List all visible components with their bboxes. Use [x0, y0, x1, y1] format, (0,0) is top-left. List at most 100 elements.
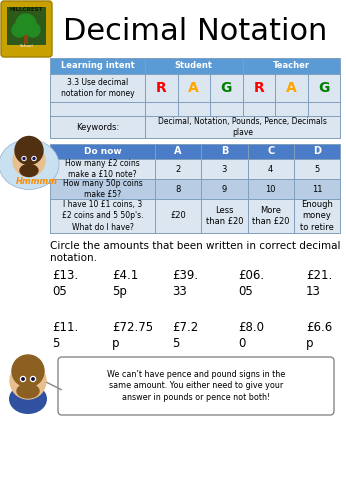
Text: Hmmmm: Hmmmm	[16, 176, 58, 186]
Bar	[201, 199, 247, 233]
Text: 3: 3	[222, 164, 227, 173]
Text: 9: 9	[222, 184, 227, 194]
Text: B: B	[221, 146, 228, 156]
Bar	[145, 116, 340, 138]
Circle shape	[30, 376, 36, 382]
Bar	[50, 199, 155, 233]
Text: G: G	[220, 81, 232, 95]
Text: I have 10 £1 coins, 3
£2 coins and 5 50p's.
What do I have?: I have 10 £1 coins, 3 £2 coins and 5 50p…	[62, 200, 143, 232]
Bar	[201, 144, 247, 159]
Bar	[50, 74, 145, 102]
Bar	[308, 74, 340, 102]
Text: Decimal, Notation, Pounds, Pence, Decimals
plave: Decimal, Notation, Pounds, Pence, Decima…	[158, 117, 327, 137]
Text: Keywords:: Keywords:	[76, 122, 119, 132]
Circle shape	[22, 378, 24, 380]
Text: Circle the amounts that been written in correct decimal
notation.: Circle the amounts that been written in …	[50, 241, 340, 264]
Circle shape	[13, 144, 45, 176]
Text: £4.1
5p: £4.1 5p	[112, 269, 138, 298]
Bar	[210, 102, 243, 116]
Text: £8.0
0: £8.0 0	[238, 321, 264, 350]
Text: 5: 5	[314, 164, 319, 173]
Text: How many 50p coins
make £5?: How many 50p coins make £5?	[63, 179, 142, 199]
Bar	[243, 58, 340, 74]
Bar	[247, 159, 294, 179]
Bar	[275, 74, 308, 102]
Circle shape	[33, 158, 35, 160]
Text: 11: 11	[312, 184, 322, 194]
Text: 8: 8	[175, 184, 181, 194]
Text: £11.
5: £11. 5	[52, 321, 78, 350]
Bar	[308, 102, 340, 116]
Text: Learning intent: Learning intent	[61, 62, 134, 70]
Bar	[50, 144, 155, 159]
Bar	[145, 74, 177, 102]
Bar	[210, 74, 243, 102]
Circle shape	[16, 14, 36, 34]
Text: Teacher: Teacher	[273, 62, 310, 70]
Bar	[294, 199, 340, 233]
Text: £21.
13: £21. 13	[306, 269, 332, 298]
Circle shape	[22, 156, 26, 160]
Text: £20: £20	[170, 212, 186, 220]
Text: How many £2 coins
make a £10 note?: How many £2 coins make a £10 note?	[65, 159, 140, 179]
Text: We can’t have pence and pound signs in the
same amount. You either need to give : We can’t have pence and pound signs in t…	[107, 370, 285, 402]
Ellipse shape	[9, 384, 47, 414]
Bar	[155, 179, 201, 199]
Text: Enough
money
to retire: Enough money to retire	[300, 200, 334, 232]
FancyBboxPatch shape	[1, 1, 52, 57]
Text: More
than £20: More than £20	[252, 206, 289, 226]
Circle shape	[26, 23, 40, 37]
Ellipse shape	[20, 164, 38, 176]
Text: £6.6
p: £6.6 p	[306, 321, 332, 350]
Text: 4: 4	[268, 164, 273, 173]
Circle shape	[10, 363, 46, 399]
Bar	[201, 179, 247, 199]
Circle shape	[20, 376, 26, 382]
Text: D: D	[313, 146, 321, 156]
Ellipse shape	[0, 140, 59, 190]
Text: School: School	[20, 44, 33, 48]
Text: A: A	[174, 146, 182, 156]
Circle shape	[12, 355, 44, 387]
Bar	[155, 159, 201, 179]
Bar	[201, 159, 247, 179]
Text: Less
than £20: Less than £20	[206, 206, 243, 226]
Bar	[50, 58, 145, 74]
Text: 10: 10	[265, 184, 276, 194]
Bar	[155, 144, 201, 159]
Bar	[155, 199, 201, 233]
Bar	[7, 7, 46, 45]
Text: Do now: Do now	[84, 147, 121, 156]
Bar	[24, 34, 28, 44]
Circle shape	[32, 378, 34, 380]
Text: £72.75
p: £72.75 p	[112, 321, 153, 350]
Text: 2: 2	[175, 164, 181, 173]
Text: £7.2
5: £7.2 5	[172, 321, 198, 350]
Text: C: C	[267, 146, 274, 156]
Bar	[275, 102, 308, 116]
Bar	[294, 179, 340, 199]
Text: A: A	[188, 81, 199, 95]
Text: £13.
05: £13. 05	[52, 269, 78, 298]
Text: 3.3 Use decimal
notation for money: 3.3 Use decimal notation for money	[61, 78, 134, 98]
Bar	[50, 116, 145, 138]
FancyBboxPatch shape	[58, 357, 334, 415]
Text: £39.
33: £39. 33	[172, 269, 198, 298]
Bar	[145, 58, 243, 74]
Bar	[243, 74, 275, 102]
Bar	[247, 179, 294, 199]
Circle shape	[12, 23, 26, 37]
Text: Student: Student	[175, 62, 213, 70]
Text: £06.
05: £06. 05	[238, 269, 264, 298]
Bar	[145, 102, 177, 116]
Circle shape	[23, 158, 25, 160]
Bar	[177, 102, 210, 116]
Text: Decimal Notation: Decimal Notation	[63, 18, 327, 46]
Circle shape	[15, 136, 43, 164]
Bar	[247, 199, 294, 233]
Text: HILLCREST: HILLCREST	[10, 7, 43, 12]
Circle shape	[32, 156, 36, 160]
Text: G: G	[318, 81, 329, 95]
Bar	[177, 74, 210, 102]
Bar	[50, 159, 155, 179]
